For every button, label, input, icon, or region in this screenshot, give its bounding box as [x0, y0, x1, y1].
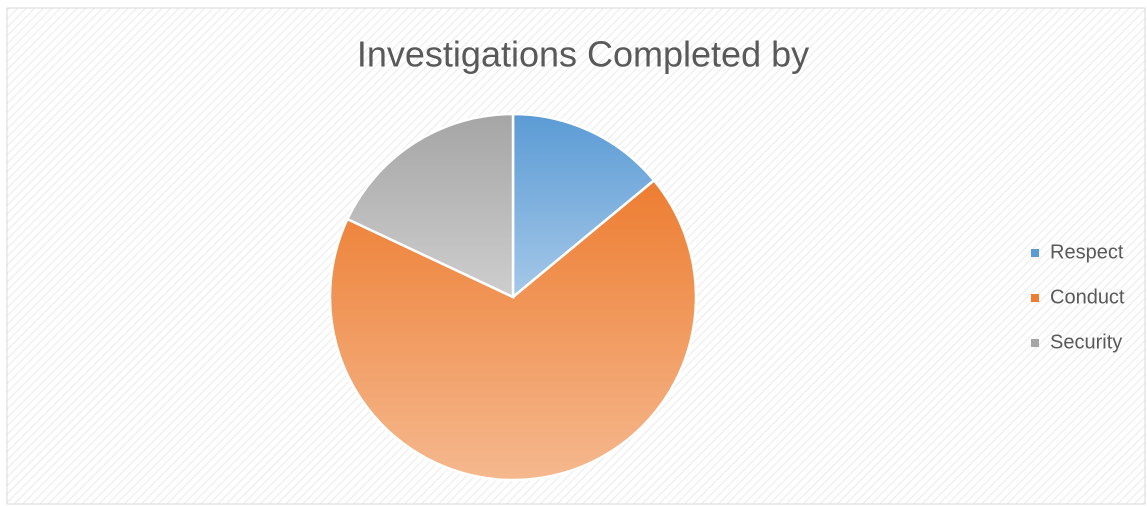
- legend-label: Respect: [1050, 241, 1124, 263]
- pie-slice: [345, 112, 515, 299]
- legend-label: Conduct: [1050, 286, 1125, 308]
- chart-title: Investigations Completed by: [357, 34, 809, 75]
- legend-swatch: [1031, 249, 1039, 257]
- pie-slice: [511, 112, 656, 300]
- legend-swatch: [1031, 339, 1039, 347]
- legend-label: Security: [1050, 331, 1122, 353]
- legend-swatch: [1031, 294, 1039, 302]
